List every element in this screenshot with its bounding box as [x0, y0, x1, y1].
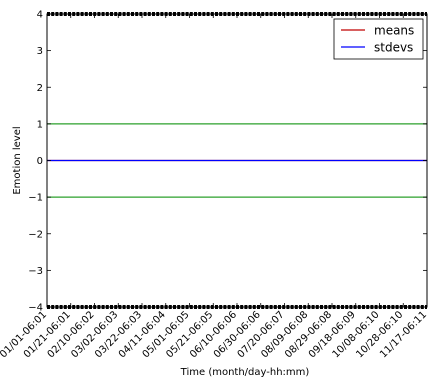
x-axis-label: Time (month/day-hh:mm)	[180, 367, 310, 378]
y-tick-label: 3	[37, 46, 43, 57]
y-tick-label: 0	[37, 156, 43, 167]
y-tick-label: −3	[28, 266, 43, 277]
y-tick-label: −1	[28, 193, 43, 204]
legend-label-stdevs: stdevs	[374, 41, 413, 55]
legend-box	[333, 18, 424, 60]
y-tick-label: 1	[37, 119, 43, 130]
y-axis-label: Emotion level	[12, 126, 23, 194]
legend: means stdevs	[333, 18, 424, 60]
y-tick-label: 4	[37, 10, 43, 21]
y-tick-label: −4	[28, 303, 43, 314]
y-tick-label: 2	[37, 83, 43, 94]
y-tick-label: −2	[28, 229, 43, 240]
legend-label-means: means	[374, 24, 414, 38]
